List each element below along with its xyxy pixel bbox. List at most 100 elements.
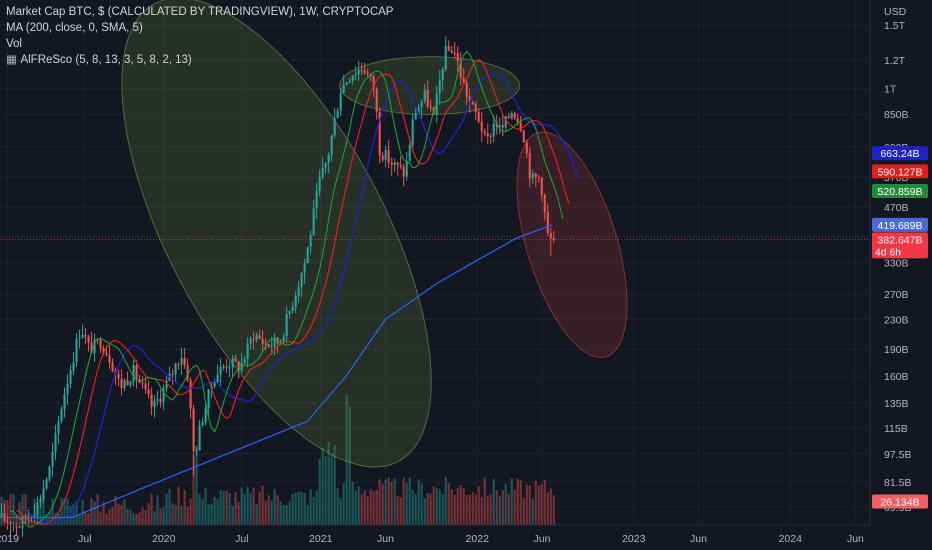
volume-bar <box>348 406 351 525</box>
candle-body <box>303 263 306 273</box>
price-badge <box>872 217 928 232</box>
candle-body <box>93 338 96 354</box>
y-tick-label: 190B <box>884 344 909 356</box>
price-badges: 663.24B590.127B520.859B419.689B382.647B4… <box>872 146 928 509</box>
volume-bar <box>6 500 9 525</box>
volume-bar <box>288 501 291 525</box>
volume-bar <box>306 505 309 525</box>
candle-body <box>180 358 183 365</box>
legend-indicator[interactable]: ▦ AlFReSco (5, 8, 13, 3, 5, 8, 2, 13) <box>6 52 393 68</box>
volume-bar <box>471 491 474 525</box>
candle-body <box>423 89 426 102</box>
candle-body <box>348 80 351 83</box>
volume-bar <box>243 494 246 525</box>
price-badge <box>872 146 928 161</box>
volume-bar <box>507 494 510 525</box>
candle-body <box>165 380 168 389</box>
candle-body <box>540 177 543 195</box>
volume-bar <box>330 453 333 525</box>
volume-bar <box>9 494 12 525</box>
candle-body <box>51 451 54 467</box>
price-badge <box>872 184 928 199</box>
candle-body <box>162 388 165 402</box>
candle-body <box>75 339 78 363</box>
volume-bar <box>504 484 507 525</box>
candle-body <box>150 394 153 407</box>
volume-bar <box>393 478 396 525</box>
annotation-ellipses <box>121 0 628 468</box>
candle-body <box>390 162 393 165</box>
volume-bar <box>372 491 375 525</box>
candle-body <box>315 190 318 209</box>
y-tick-label: 1.2T <box>884 55 906 67</box>
candle-body <box>132 365 135 383</box>
candle-body <box>462 78 465 83</box>
volume-bar <box>501 489 504 525</box>
candle-body <box>99 339 102 349</box>
volume-bar <box>381 483 384 525</box>
volume-bar <box>309 489 312 525</box>
volume-bar <box>24 494 27 525</box>
candle-body <box>201 422 204 426</box>
candle-body <box>546 212 549 233</box>
candle-body <box>297 286 300 296</box>
ma200-line <box>0 224 553 519</box>
y-axis-unit: USD <box>884 6 907 18</box>
volume-bar <box>438 489 441 525</box>
volume-bar <box>114 496 117 525</box>
candle-body <box>237 361 240 371</box>
volume-bar <box>450 489 453 525</box>
candle-body <box>258 335 261 339</box>
candle-body <box>498 125 501 127</box>
volume-bar <box>246 486 249 525</box>
price-badge <box>872 494 928 509</box>
candle-body <box>81 334 84 338</box>
volume-bar <box>531 498 534 525</box>
volume-bar <box>411 489 414 525</box>
volume-bar <box>336 488 339 525</box>
volume-bar <box>414 493 417 525</box>
volume-bar <box>210 504 213 525</box>
candle-body <box>222 366 225 368</box>
volume-bar <box>75 501 78 525</box>
candle-body <box>507 116 510 118</box>
candle-body <box>306 247 309 264</box>
volume-bar <box>378 479 381 525</box>
legend-title[interactable]: Market Cap BTC, $ (CALCULATED BY TRADING… <box>6 6 394 18</box>
volume-bar <box>459 485 462 525</box>
candle-body <box>18 527 21 529</box>
legend-vol[interactable]: Vol <box>6 38 22 50</box>
candle-body <box>300 272 303 287</box>
candle-body <box>54 433 57 452</box>
volume-bar <box>234 492 237 525</box>
candle-body <box>429 106 432 108</box>
x-tick-label: Jun <box>534 533 551 545</box>
volume-bar <box>219 490 222 525</box>
volume-bar <box>384 479 387 525</box>
volume-bar <box>474 494 477 525</box>
price-badge-label: 590.127B <box>878 166 923 178</box>
candle-body <box>105 353 108 356</box>
candle-body <box>354 74 357 76</box>
legend-ma[interactable]: MA (200, close, 0, SMA, 5) <box>6 22 143 34</box>
volume-bar <box>537 485 540 525</box>
candle-body <box>57 421 60 434</box>
candle-body <box>363 70 366 73</box>
candle-body <box>483 131 486 134</box>
candle-body <box>126 380 129 386</box>
volume-bar <box>540 484 543 525</box>
volume-bar <box>549 488 552 525</box>
volume-bar <box>51 498 54 525</box>
volume-bar <box>123 499 126 525</box>
volume-bar <box>117 503 120 525</box>
candle-body <box>177 363 180 365</box>
candle-body <box>399 165 402 168</box>
volume-bar <box>216 499 219 525</box>
volume-bar <box>486 495 489 525</box>
candle-body <box>396 162 399 166</box>
candle-body <box>171 373 174 375</box>
indicator-lines <box>0 50 870 528</box>
x-tick-label: Jun <box>690 533 707 545</box>
candle-body <box>450 50 453 53</box>
